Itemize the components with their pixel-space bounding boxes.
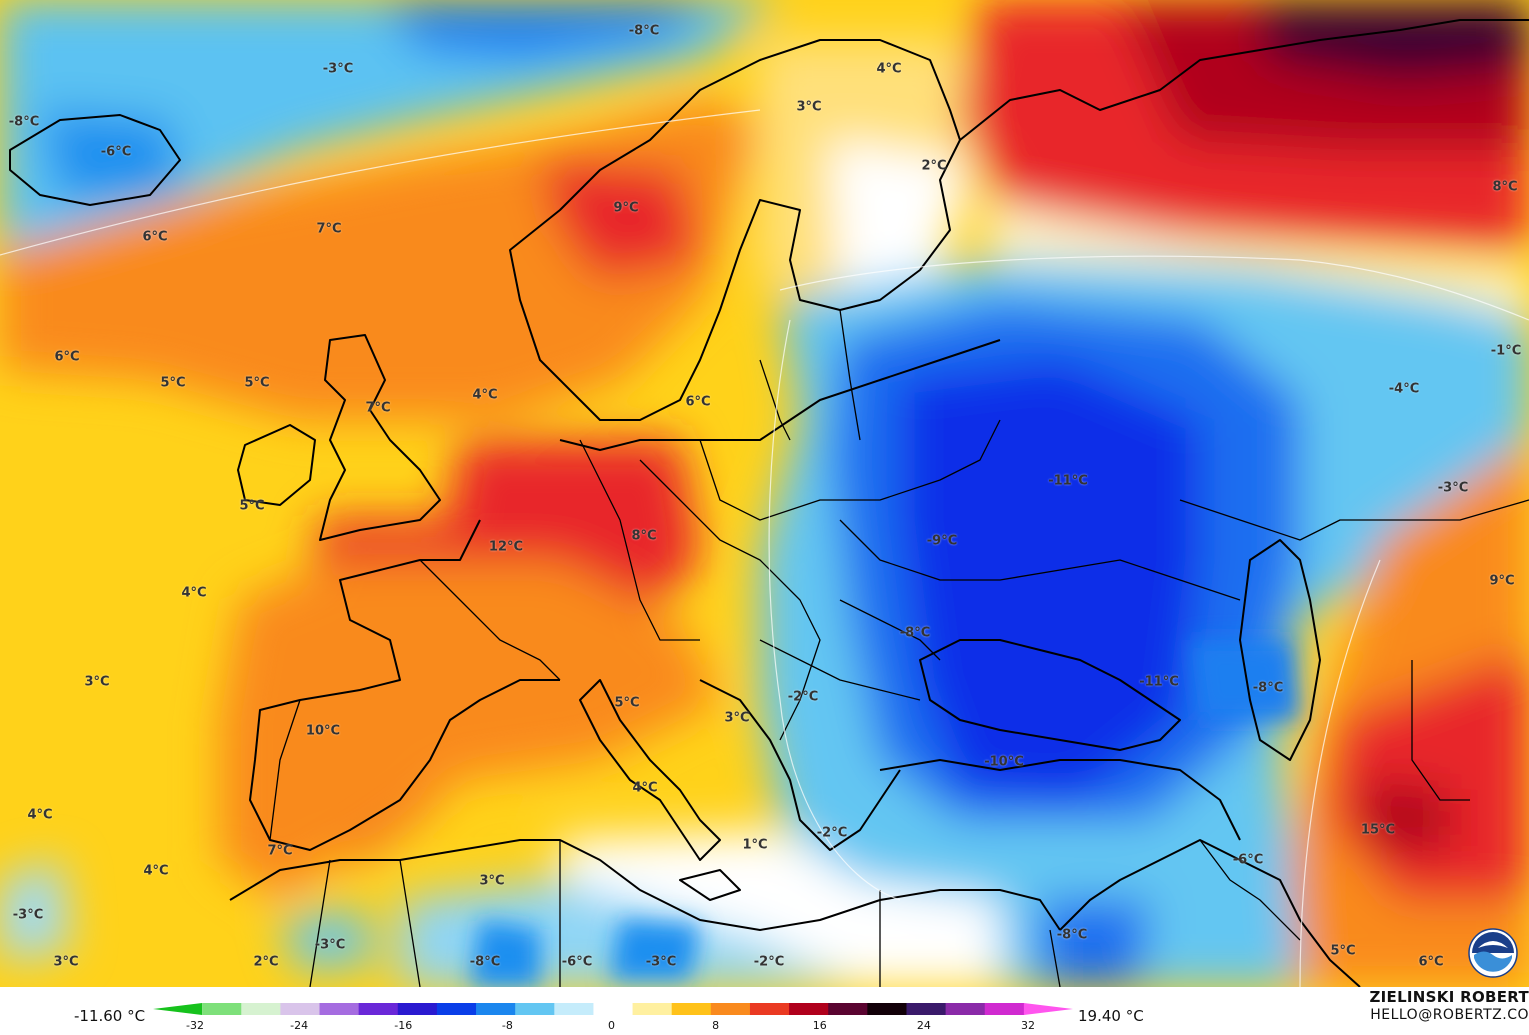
scale-tick-label: 16 bbox=[812, 1019, 827, 1032]
temp-label-n-atlantic-north: -8°C bbox=[628, 23, 660, 39]
color-scale-segment bbox=[749, 1003, 790, 1015]
color-scale-segment bbox=[671, 1003, 712, 1015]
scale-tick-label: -32 bbox=[186, 1019, 204, 1032]
temp-label-ural-north: 8°C bbox=[1492, 179, 1518, 195]
color-scale-segment bbox=[436, 1003, 477, 1015]
temp-label-algeria: 3°C bbox=[479, 873, 505, 889]
temp-label-norwegian-sea: -3°C bbox=[322, 61, 354, 77]
color-scale-segment bbox=[153, 1003, 203, 1015]
color-scale-segment bbox=[554, 1003, 594, 1015]
temp-label-iceland: -6°C bbox=[100, 144, 132, 160]
temp-label-sicily-south: 1°C bbox=[742, 837, 768, 853]
temp-label-russia: -11°C bbox=[1048, 473, 1088, 489]
color-scale-segment bbox=[476, 1003, 516, 1015]
temp-label-andalusia: 7°C bbox=[267, 843, 293, 859]
scale-tick-label: 24 bbox=[916, 1019, 931, 1032]
temp-label-portugal-west: 4°C bbox=[27, 807, 53, 823]
author-email: HELLO@ROBERTZ.CO bbox=[1370, 1007, 1529, 1023]
temp-label-italy-north: 5°C bbox=[614, 695, 640, 711]
color-scale-segment bbox=[358, 1003, 399, 1015]
color-scale-segment bbox=[397, 1003, 438, 1015]
legend-max-value: 19.40 °C bbox=[1078, 1007, 1144, 1025]
author-credit: ZIELINSKI ROBERT bbox=[1369, 988, 1529, 1006]
color-scale-segment bbox=[593, 1003, 634, 1015]
temp-label-romania: -8°C bbox=[899, 625, 931, 641]
color-scale-segment bbox=[241, 1003, 281, 1015]
temp-label-morocco-west: 4°C bbox=[143, 863, 169, 879]
temp-label-persian-gulf: 6°C bbox=[1418, 954, 1444, 970]
temp-label-libya-west: -8°C bbox=[469, 954, 501, 970]
temp-label-spain: 10°C bbox=[305, 723, 341, 739]
color-scale-segment bbox=[632, 1003, 673, 1015]
temp-label-lapland: 3°C bbox=[796, 99, 822, 115]
color-scale-bar bbox=[153, 1003, 1073, 1015]
temp-label-faroe: 7°C bbox=[316, 221, 342, 237]
color-scale-segment bbox=[945, 1003, 986, 1015]
temp-label-finland: 2°C bbox=[921, 158, 947, 174]
legend-min-value: -11.60 °C bbox=[74, 1007, 146, 1025]
temp-label-libya-east: -3°C bbox=[645, 954, 677, 970]
temp-label-egypt-west: -2°C bbox=[753, 954, 785, 970]
temp-label-iran: 15°C bbox=[1360, 822, 1396, 838]
temp-label-canary: -3°C bbox=[12, 907, 44, 923]
temp-label-morocco-south: -3°C bbox=[314, 937, 346, 953]
temp-label-baltic: 6°C bbox=[685, 394, 711, 410]
temp-label-bay-of-biscay: 4°C bbox=[181, 585, 207, 601]
color-scale-segment bbox=[515, 1003, 555, 1015]
temp-label-scotland-west: 5°C bbox=[244, 375, 270, 391]
temp-label-germany: 8°C bbox=[631, 528, 657, 544]
color-scale-segment bbox=[906, 1003, 947, 1015]
temp-label-libya: -6°C bbox=[561, 954, 593, 970]
temp-label-iran-north: 9°C bbox=[1489, 573, 1515, 589]
color-scale-segment bbox=[1023, 1003, 1073, 1015]
color-scale-segment bbox=[789, 1003, 829, 1015]
temp-label-kazakh: -4°C bbox=[1388, 381, 1420, 397]
temp-label-north-sea: 4°C bbox=[472, 387, 498, 403]
temp-label-atlantic-mid: 5°C bbox=[160, 375, 186, 391]
temp-label-turkey: -10°C bbox=[984, 754, 1024, 770]
color-scale-segment bbox=[202, 1003, 242, 1015]
coastlines bbox=[9, 19, 1529, 987]
temp-label-ireland: 5°C bbox=[239, 498, 265, 514]
temp-label-atlantic-sw: 3°C bbox=[84, 674, 110, 690]
temperature-map: -8°C -3°C 4°C -8°C -6°C 3°C 2°C 8°C 9°C 6°C 7°C 6°C… bbox=[0, 0, 1529, 987]
temp-label-kola: 4°C bbox=[876, 61, 902, 77]
color-scale-segment bbox=[984, 1003, 1025, 1015]
temp-label-sahara-west: 3°C bbox=[53, 954, 79, 970]
scale-tick-label: 32 bbox=[1021, 1019, 1035, 1032]
scale-tick-label: -8 bbox=[501, 1019, 513, 1032]
color-scale-segment bbox=[319, 1003, 360, 1015]
noaa-logo-icon bbox=[1468, 928, 1518, 978]
temp-label-sahara: 2°C bbox=[253, 954, 279, 970]
temp-label-arabia: 5°C bbox=[1330, 943, 1356, 959]
temp-label-belgium: 12°C bbox=[488, 539, 524, 555]
color-scale-segment bbox=[280, 1003, 321, 1015]
temp-label-israel: -8°C bbox=[1056, 927, 1088, 943]
scale-tick-label: -16 bbox=[394, 1019, 413, 1032]
temp-label-aegean: -2°C bbox=[816, 825, 848, 841]
scale-tick-label: 0 bbox=[608, 1019, 615, 1032]
scale-tick-label: 8 bbox=[712, 1019, 720, 1032]
temp-label-tyrrhenian: 4°C bbox=[632, 780, 658, 796]
temp-label-atlantic-north: 6°C bbox=[142, 229, 168, 245]
temp-label-kazakh-north: -1°C bbox=[1490, 343, 1522, 359]
temp-label-caspian: -8°C bbox=[1252, 680, 1284, 696]
scale-tick-label: -24 bbox=[290, 1019, 309, 1032]
temp-label-atlantic-west: 6°C bbox=[54, 349, 80, 365]
temp-label-adriatic: 3°C bbox=[724, 710, 750, 726]
temp-label-iceland-west: -8°C bbox=[8, 114, 40, 130]
temp-label-england: 7°C bbox=[365, 400, 391, 416]
temp-label-syria: -6°C bbox=[1232, 852, 1264, 868]
temp-label-black-sea-east: -11°C bbox=[1139, 674, 1179, 690]
temp-label-balkans: -2°C bbox=[787, 689, 819, 705]
temp-label-ukraine: -9°C bbox=[926, 533, 958, 549]
temperature-anomaly-field bbox=[0, 0, 1529, 987]
color-scale-segment bbox=[828, 1003, 868, 1015]
color-scale-segment bbox=[710, 1003, 751, 1015]
temp-label-norway: 9°C bbox=[613, 200, 639, 216]
color-scale-segment bbox=[867, 1003, 907, 1015]
temp-label-caspian-north: -3°C bbox=[1437, 480, 1469, 496]
